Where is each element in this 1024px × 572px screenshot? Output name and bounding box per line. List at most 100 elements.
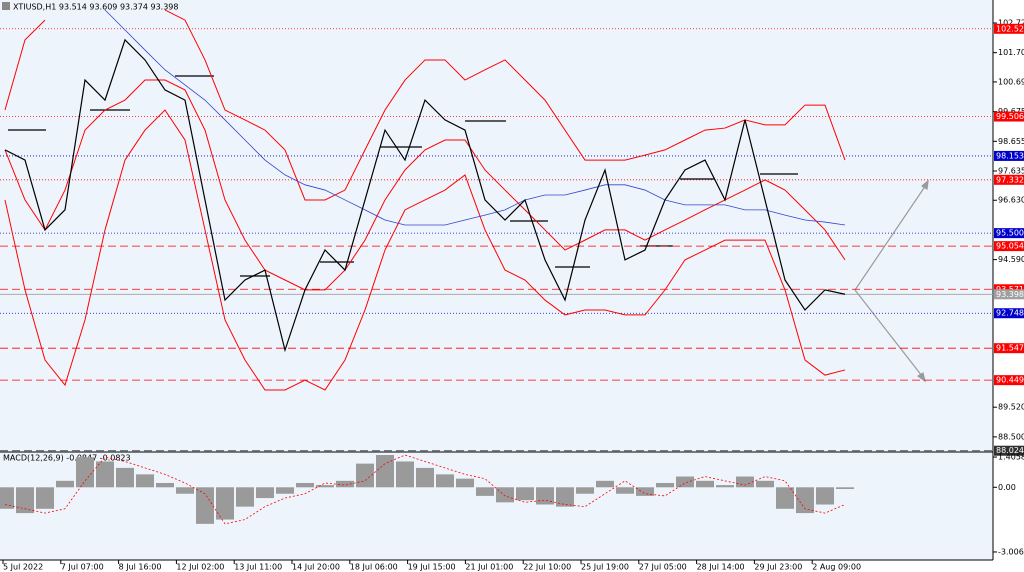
price-label: 102.521: [996, 24, 1024, 33]
macd-bar: [576, 487, 594, 494]
x-tick-label: 28 Jul 14:00: [697, 563, 745, 572]
macd-bar: [516, 487, 534, 501]
price-label: 93.571: [996, 285, 1024, 294]
price-label-box: [994, 111, 1024, 122]
macd-bar: [256, 487, 274, 499]
price-label-box: [994, 284, 1024, 295]
price-label-box: [994, 445, 1024, 456]
x-tick-label: 19 Jul 15:00: [408, 563, 456, 572]
y-tick-label: 101.700: [998, 48, 1024, 57]
price-label-box: [994, 241, 1024, 252]
macd-bar: [216, 487, 234, 520]
macd-bar: [676, 476, 694, 488]
macd-bar: [156, 482, 174, 488]
macd-bar: [196, 487, 214, 524]
macd-bar: [56, 480, 74, 488]
price-label: 97.332: [996, 175, 1024, 184]
y-tick-label: 97.635: [998, 166, 1024, 175]
price-label: 88.024: [996, 446, 1024, 455]
y-tick-label: -3.0065: [998, 547, 1024, 556]
macd-bar: [176, 487, 194, 494]
macd-bar: [756, 480, 774, 488]
price-label-box: [994, 289, 1024, 300]
macd-bar: [696, 480, 714, 488]
price-label: 92.748: [996, 309, 1024, 318]
price-label-box: [994, 375, 1024, 386]
x-tick-label: 2 Aug 09:00: [812, 563, 861, 572]
macd-bar: [276, 487, 294, 494]
macd-bar: [836, 487, 854, 490]
macd-bar: [636, 487, 654, 496]
y-tick-label: 102.720: [998, 18, 1024, 27]
x-tick-label: 8 Jul 16:00: [119, 563, 162, 572]
x-tick-label: 13 Jul 11:00: [234, 563, 282, 572]
price-label-box: [994, 308, 1024, 319]
macd-bar: [716, 485, 734, 488]
forecast-arrows: [854, 179, 929, 383]
price-label: 95.054: [996, 242, 1024, 251]
macd-bar: [456, 478, 474, 488]
macd-bar: [36, 487, 54, 509]
line-series: [164, 9, 846, 201]
line-series: [4, 38, 846, 353]
x-tick-label: 5 Jul 2022: [3, 563, 43, 572]
macd-bar: [376, 455, 394, 488]
line-series: [104, 9, 846, 226]
macd-bar: [76, 457, 94, 488]
x-tick-label: 21 Jul 01:00: [465, 563, 513, 572]
y-tick-label: 88.500: [998, 432, 1024, 441]
macd-title: MACD(12,26,9) -0.0847 -0.0823: [3, 454, 131, 463]
y-tick-label: 0.00: [998, 483, 1016, 492]
plot-background: [0, 0, 993, 560]
y-tick-label: 100.695: [998, 77, 1024, 86]
macd-bar: [416, 467, 434, 488]
y-tick-label: 98.655: [998, 137, 1024, 146]
symbol-icon: [2, 2, 10, 10]
price-label: 98.153: [996, 151, 1024, 160]
line-series: [4, 19, 46, 111]
macd-bar: [336, 480, 354, 488]
price-label-box: [994, 228, 1024, 239]
x-tick-label: 25 Jul 19:00: [581, 563, 629, 572]
x-tick-label: 7 Jul 07:00: [61, 563, 104, 572]
y-tick-label: 89.520: [998, 403, 1024, 412]
price-label-box: [994, 150, 1024, 161]
macd-bar: [236, 487, 254, 507]
macd-bar: [496, 487, 514, 503]
macd-bar: [476, 487, 494, 496]
macd-bar: [0, 487, 14, 509]
macd-bar: [436, 474, 454, 488]
macd-bar: [96, 461, 114, 488]
x-tick-label: 14 Jul 20:00: [292, 563, 340, 572]
x-tick-label: 12 Jul 02:00: [176, 563, 224, 572]
macd-bar: [396, 461, 414, 488]
macd-bar: [356, 463, 374, 488]
macd-bar: [16, 487, 34, 514]
macd-bar: [616, 487, 634, 494]
pivot-segments: [8, 75, 798, 277]
macd-bar: [736, 476, 754, 488]
x-tick-label: 22 Jul 10:00: [523, 563, 571, 572]
macd-bar: [316, 485, 334, 488]
line-series: [4, 109, 846, 391]
macd-bar: [296, 482, 314, 488]
price-label-box: [994, 343, 1024, 354]
macd-bar: [656, 482, 674, 488]
y-tick-label: 94.590: [998, 255, 1024, 264]
price-label: 91.547: [996, 344, 1024, 353]
macd-bar: [816, 487, 834, 505]
line-series: [4, 79, 846, 291]
y-tick-label: 1.4058: [998, 453, 1024, 462]
macd-bar: [536, 487, 554, 505]
y-tick-label: 96.630: [998, 196, 1024, 205]
macd-bar: [776, 487, 794, 509]
price-label-box: [994, 174, 1024, 185]
price-label: 93.398: [996, 290, 1024, 299]
macd-bar: [796, 487, 814, 514]
chart-title: XTIUSD,H1 93.514 93.609 93.374 93.398: [13, 3, 178, 12]
price-label: 95.500: [996, 229, 1024, 238]
price-label: 90.449: [996, 376, 1024, 385]
macd-bar: [556, 487, 574, 507]
x-tick-label: 18 Jul 06:00: [350, 563, 398, 572]
